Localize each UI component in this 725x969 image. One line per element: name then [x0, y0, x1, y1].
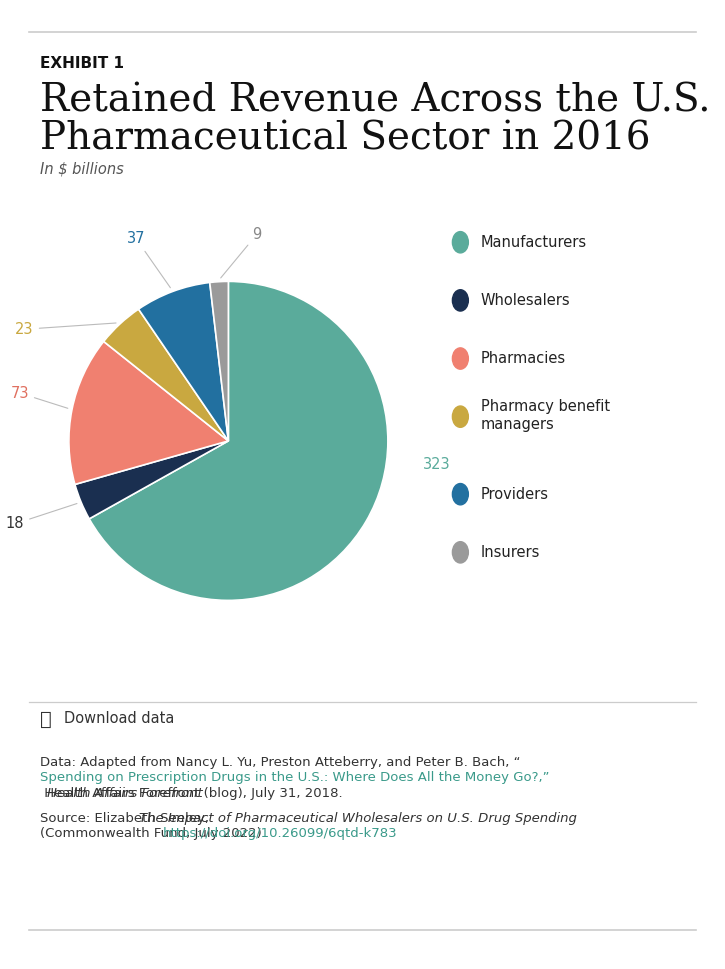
Text: Insurers: Insurers [481, 545, 540, 560]
Text: Source: Elizabeth Seeley,: Source: Elizabeth Seeley, [40, 812, 213, 825]
Wedge shape [69, 341, 228, 484]
Text: managers: managers [481, 417, 555, 432]
Wedge shape [104, 309, 228, 441]
Text: Health Affairs Forefront (blog), July 31, 2018.: Health Affairs Forefront (blog), July 31… [40, 787, 342, 799]
Text: Spending on Prescription Drugs in the U.S.: Where Does All the Money Go?,”: Spending on Prescription Drugs in the U.… [40, 771, 550, 784]
Text: 18: 18 [6, 504, 77, 531]
Text: In $ billions: In $ billions [40, 162, 124, 176]
Text: Download data: Download data [64, 711, 174, 727]
Text: Pharmacies: Pharmacies [481, 351, 566, 366]
Text: Manufacturers: Manufacturers [481, 234, 587, 250]
Text: 73: 73 [10, 386, 68, 408]
Text: Health Affairs Forefront: Health Affairs Forefront [47, 787, 203, 799]
Text: https://doi.org/10.26099/6qtd-k783: https://doi.org/10.26099/6qtd-k783 [163, 827, 398, 839]
Text: ⤓: ⤓ [40, 709, 51, 729]
Text: The Impact of Pharmaceutical Wholesalers on U.S. Drug Spending: The Impact of Pharmaceutical Wholesalers… [139, 812, 577, 825]
Text: 9: 9 [220, 227, 262, 278]
Text: 323: 323 [423, 457, 451, 472]
Text: Pharmaceutical Sector in 2016: Pharmaceutical Sector in 2016 [40, 120, 650, 157]
Text: Wholesalers: Wholesalers [481, 293, 571, 308]
Text: Providers: Providers [481, 486, 549, 502]
Text: Retained Revenue Across the U.S.: Retained Revenue Across the U.S. [40, 82, 710, 119]
Text: Pharmacy benefit: Pharmacy benefit [481, 398, 610, 414]
Text: Data: Adapted from Nancy L. Yu, Preston Atteberry, and Peter B. Bach, “: Data: Adapted from Nancy L. Yu, Preston … [40, 756, 521, 768]
Wedge shape [75, 441, 228, 518]
Wedge shape [138, 283, 228, 441]
Wedge shape [210, 281, 228, 441]
Text: 23: 23 [15, 322, 116, 337]
Text: 37: 37 [127, 232, 170, 288]
Wedge shape [89, 281, 388, 601]
Text: (Commonwealth Fund, July 2022).: (Commonwealth Fund, July 2022). [40, 827, 270, 839]
Text: EXHIBIT 1: EXHIBIT 1 [40, 56, 124, 71]
